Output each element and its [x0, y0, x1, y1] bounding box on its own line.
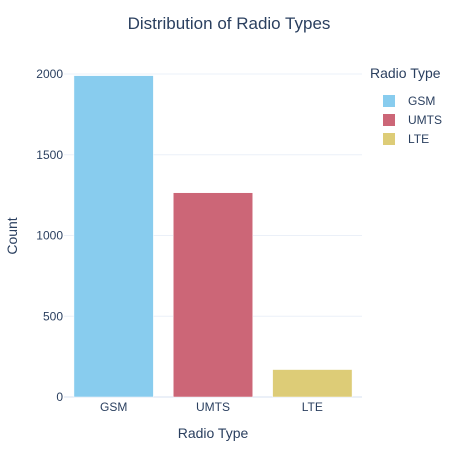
x-tick-label: UMTS: [196, 400, 230, 414]
legend-swatch-gsm: [383, 95, 395, 107]
legend: Radio Type GSM UMTS LTE: [370, 65, 442, 146]
legend-title: Radio Type: [370, 65, 441, 81]
legend-swatch-umts: [383, 114, 395, 126]
bar-gsm[interactable]: [73, 75, 154, 398]
x-axis-title: Radio Type: [178, 425, 249, 441]
y-axis-title: Count: [4, 217, 20, 254]
legend-label-umts: UMTS: [408, 113, 442, 127]
y-tick-label: 2000: [36, 67, 63, 81]
y-tick-label: 0: [56, 390, 63, 404]
bar-lte[interactable]: [272, 369, 353, 398]
y-tick-label: 1500: [36, 148, 63, 162]
y-tick-label: 500: [43, 309, 63, 323]
legend-items: GSM UMTS LTE: [383, 94, 442, 146]
bars: [73, 75, 353, 398]
x-tick-label: LTE: [302, 400, 323, 414]
x-axis-ticks: GSM UMTS LTE: [100, 400, 323, 414]
legend-swatch-lte: [383, 133, 395, 145]
legend-label-lte: LTE: [408, 132, 429, 146]
bar-umts[interactable]: [173, 192, 253, 398]
legend-label-gsm: GSM: [408, 94, 435, 108]
y-tick-label: 1000: [36, 229, 63, 243]
x-tick-label: GSM: [100, 400, 127, 414]
chart-title: Distribution of Radio Types: [128, 14, 331, 33]
y-axis-ticks: 0 500 1000 1500 2000: [36, 67, 63, 404]
